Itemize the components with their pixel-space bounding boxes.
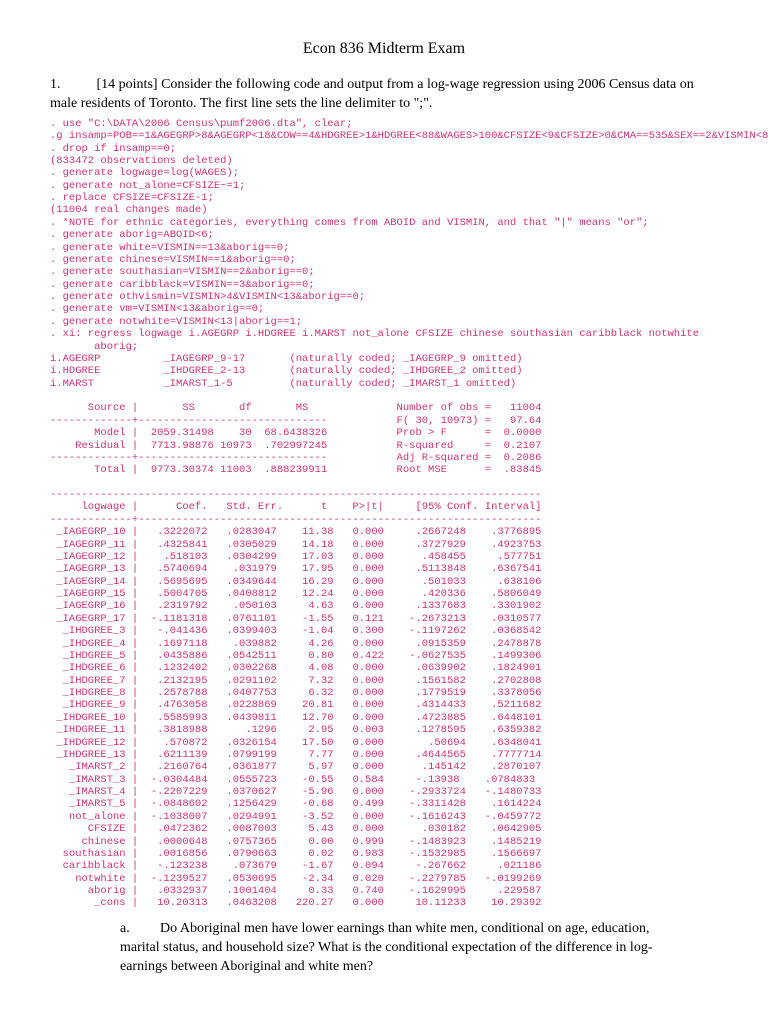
question-number: 1.	[50, 77, 61, 92]
question-intro: 1.[14 points] Consider the following cod…	[50, 76, 718, 114]
sub-question-text: Do Aboriginal men have lower earnings th…	[120, 921, 653, 974]
page-title: Econ 836 Midterm Exam	[50, 40, 718, 58]
sub-question-label: a.	[120, 920, 160, 939]
question-points: [14 points]	[97, 77, 158, 92]
stata-output-block: . use "C:\DATA\2006 Census\pumf2006.dta"…	[50, 118, 718, 910]
sub-question-a: a.Do Aboriginal men have lower earnings …	[120, 920, 688, 977]
